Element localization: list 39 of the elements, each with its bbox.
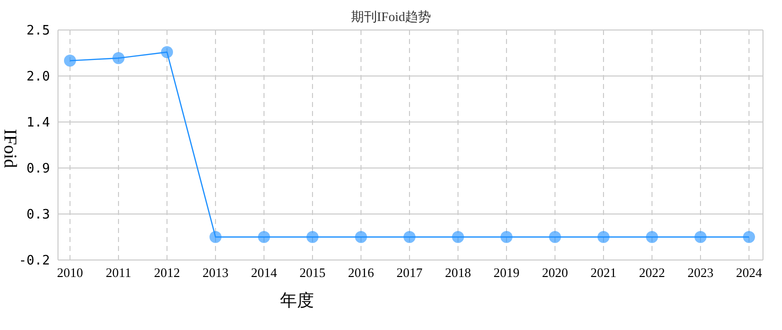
point	[598, 231, 610, 243]
point	[161, 46, 173, 58]
point	[306, 231, 318, 243]
y-tick-label: 0.9	[26, 162, 50, 177]
x-tick-label: 2018	[445, 265, 471, 280]
x-tick-label: 2010	[57, 265, 83, 280]
x-tick-label: 2021	[590, 265, 616, 280]
x-tick-label: 2011	[106, 265, 132, 280]
chart-title: 期刊IFoid趋势	[350, 9, 432, 24]
point	[743, 231, 755, 243]
x-tick-label: 2019	[494, 265, 520, 280]
point	[64, 54, 76, 67]
y-tick-label: 1.4	[26, 116, 50, 131]
x-tick-label: 2022	[639, 265, 665, 280]
point	[258, 231, 270, 243]
x-tick-label: 2023	[688, 265, 714, 280]
point	[452, 231, 464, 243]
y-tick-label: -0.2	[18, 254, 50, 269]
point	[549, 231, 561, 243]
y-tick-label: 0.3	[26, 208, 50, 223]
x-axis-title: 年度	[280, 290, 314, 312]
y-tick-label: 2.5	[26, 24, 50, 39]
x-tick-label: 2017	[396, 265, 423, 280]
x-tick-label: 2012	[154, 265, 180, 280]
point	[210, 231, 222, 243]
x-tick-label: 2013	[202, 265, 228, 280]
point	[112, 52, 124, 64]
x-tick-label: 2016	[348, 265, 374, 280]
point	[404, 231, 416, 243]
x-tick-label: 2020	[542, 265, 568, 280]
point	[694, 231, 706, 243]
y-axis-title: IFoid	[0, 128, 20, 170]
x-tick-label: 2015	[300, 265, 326, 280]
x-tick-label: 2024	[736, 265, 762, 280]
point	[500, 231, 512, 243]
y-tick-label: 2.0	[26, 70, 50, 85]
point	[355, 231, 367, 243]
x-tick-label: 2014	[251, 265, 278, 280]
point	[646, 231, 658, 243]
